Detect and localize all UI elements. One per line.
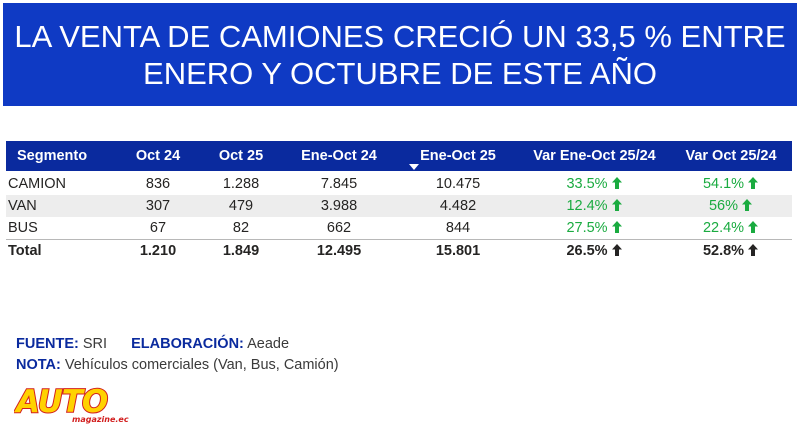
column-header-ene-oct-24[interactable]: Ene-Oct 24 bbox=[281, 141, 397, 173]
cell-var-eneoct-value: 33.5% bbox=[566, 175, 608, 192]
arrow-up-icon bbox=[748, 244, 759, 257]
note-line: NOTA: Vehículos comerciales (Van, Bus, C… bbox=[16, 355, 339, 376]
cell-var-eneoct: 12.4% bbox=[519, 194, 670, 217]
total-row: Total 1.210 1.849 12.495 15.801 26.5% 52… bbox=[6, 239, 792, 263]
cell-segment: CAMION bbox=[8, 175, 66, 192]
cell-oct25: 1.288 bbox=[222, 175, 260, 192]
table-row: VAN 307 479 3.988 4.482 12.4% 56% bbox=[6, 194, 792, 217]
source-label: FUENTE: bbox=[16, 336, 79, 352]
arrow-up-icon bbox=[748, 176, 759, 189]
arrow-up-icon bbox=[611, 244, 622, 257]
cell-oct25: 1.849 bbox=[201, 239, 281, 263]
note-label: NOTA: bbox=[16, 357, 61, 373]
cell-oct25: 479 bbox=[201, 194, 281, 217]
cell-segment: BUS bbox=[6, 217, 115, 240]
cell-var-eneoct-value: 12.4% bbox=[566, 197, 608, 214]
automagazine-logo: AUTO magazine.ec bbox=[14, 383, 129, 424]
cell-oct24: 836 bbox=[145, 175, 171, 192]
cell-var-eneoct: 27.5% bbox=[519, 217, 670, 240]
cell-var-oct: 56% bbox=[670, 194, 792, 217]
cell-oct24: 1.210 bbox=[115, 239, 201, 263]
cell-var-eneoct: 33.5% bbox=[519, 172, 670, 195]
arrow-up-icon bbox=[611, 221, 622, 233]
arrow-up-icon bbox=[748, 221, 759, 233]
table-header-row: Segmento Oct 24 Oct 25 Ene-Oct 24 Ene-Oc… bbox=[6, 141, 792, 173]
cell-segment: VAN bbox=[6, 194, 115, 217]
arrow-up-icon bbox=[611, 176, 622, 189]
cell-eneoct24: 662 bbox=[281, 217, 397, 240]
cell-eneoct24: 12.495 bbox=[281, 239, 397, 263]
cell-segment: Total bbox=[6, 239, 115, 263]
column-header-var-oct[interactable]: Var Oct 25/24 bbox=[670, 141, 792, 173]
column-header-segmento[interactable]: Segmento bbox=[6, 141, 115, 173]
cell-eneoct25: 844 bbox=[397, 217, 519, 240]
cell-var-oct: 54.1% bbox=[670, 172, 792, 195]
column-header-oct-24[interactable]: Oct 24 bbox=[115, 141, 201, 173]
cell-oct24: 307 bbox=[115, 194, 201, 217]
made-by-label: ELABORACIÓN: bbox=[131, 336, 244, 352]
cell-var-oct-value: 22.4% bbox=[702, 220, 745, 236]
sort-descending-icon[interactable] bbox=[409, 164, 419, 170]
cell-var-eneoct-value: 26.5% bbox=[566, 243, 608, 260]
cell-eneoct25: 4.482 bbox=[397, 194, 519, 217]
arrow-up-icon bbox=[742, 198, 753, 211]
cell-var-oct-value: 52.8% bbox=[702, 243, 745, 260]
source-line: FUENTE: SRI ELABORACIÓN: Aeade bbox=[16, 334, 339, 355]
source-notes: FUENTE: SRI ELABORACIÓN: Aeade NOTA: Veh… bbox=[16, 334, 339, 376]
title-banner: LA VENTA DE CAMIONES CRECIÓ UN 33,5 % EN… bbox=[3, 3, 797, 106]
cell-var-oct-value: 54.1% bbox=[702, 175, 745, 192]
cell-var-oct: 22.4% bbox=[670, 217, 792, 240]
cell-eneoct25: 15.801 bbox=[397, 239, 519, 263]
column-header-ene-oct-25-label: Ene-Oct 25 bbox=[420, 148, 496, 164]
column-header-var-ene-oct[interactable]: Var Ene-Oct 25/24 bbox=[519, 141, 670, 173]
column-header-ene-oct-25[interactable]: Ene-Oct 25 bbox=[397, 141, 519, 173]
column-header-oct-25[interactable]: Oct 25 bbox=[201, 141, 281, 173]
made-by-value: Aeade bbox=[247, 336, 290, 352]
source-value: SRI bbox=[82, 336, 108, 352]
logo-sub-text: magazine.ec bbox=[72, 415, 129, 424]
cell-oct24: 67 bbox=[115, 217, 201, 240]
cell-var-oct-value: 56% bbox=[708, 197, 739, 214]
sales-table: Segmento Oct 24 Oct 25 Ene-Oct 24 Ene-Oc… bbox=[6, 141, 792, 263]
page-title: LA VENTA DE CAMIONES CRECIÓ UN 33,5 % EN… bbox=[14, 18, 786, 91]
note-value: Vehículos comerciales (Van, Bus, Camión) bbox=[64, 357, 339, 373]
cell-eneoct25: 10.475 bbox=[435, 175, 481, 192]
cell-var-eneoct-value: 27.5% bbox=[566, 220, 608, 236]
arrow-up-icon bbox=[611, 198, 622, 211]
table-row: CAMION 836 1.288 7.845 10.475 33.5% 54.1… bbox=[6, 172, 792, 195]
cell-var-eneoct: 26.5% bbox=[519, 239, 670, 263]
cell-var-oct: 52.8% bbox=[670, 239, 792, 263]
cell-eneoct24: 7.845 bbox=[320, 175, 358, 192]
cell-oct25: 82 bbox=[201, 217, 281, 240]
cell-eneoct24: 3.988 bbox=[281, 194, 397, 217]
logo-main-text: AUTO bbox=[14, 384, 108, 420]
table-row: BUS 67 82 662 844 27.5% 22.4% bbox=[6, 217, 792, 240]
